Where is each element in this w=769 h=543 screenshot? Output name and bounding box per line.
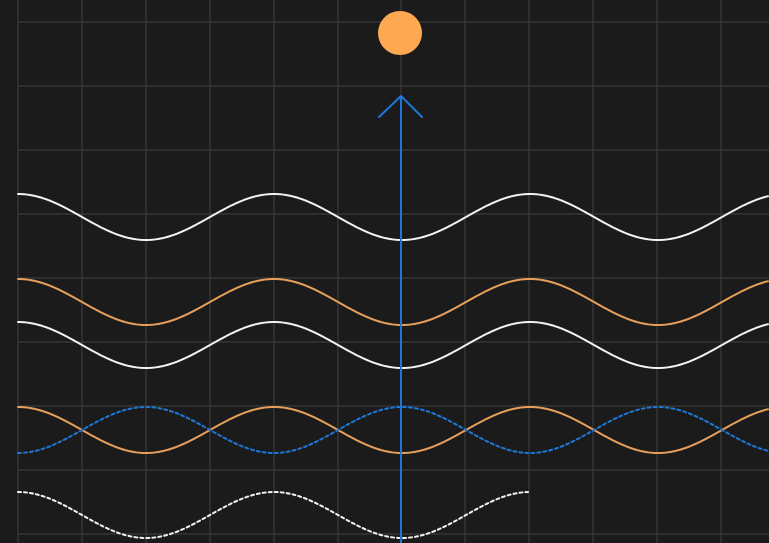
arrow-up-icon	[378, 95, 423, 118]
blue-dashed-wave	[17, 405, 769, 455]
waves	[17, 192, 769, 540]
white-dashed-wave-partial	[17, 490, 529, 540]
orange-wave-lower	[17, 405, 769, 455]
white-wave-middle	[17, 320, 769, 370]
sun-icon	[378, 11, 422, 55]
vertical-axis	[378, 95, 423, 543]
white-wave-top	[17, 192, 769, 242]
orange-wave-upper	[17, 277, 769, 327]
